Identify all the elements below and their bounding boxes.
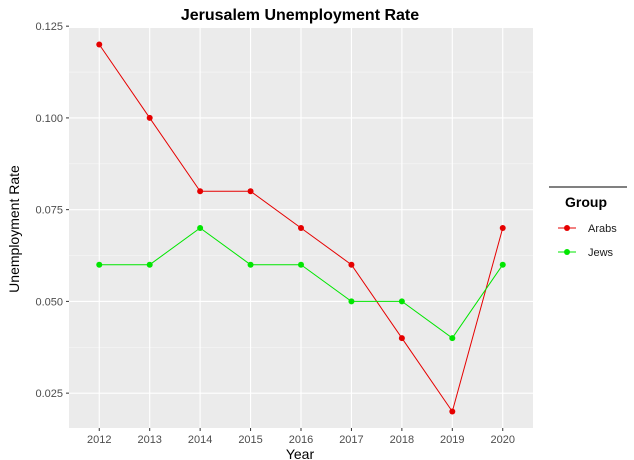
data-point-jews [499,261,506,268]
y-tick-label: 0.125 [35,21,63,33]
data-point-arabs [197,188,204,195]
legend: Group Arabs Jews [549,186,627,259]
data-point-arabs [96,41,103,48]
y-tick-label: 0.025 [35,388,63,400]
y-tick-label: 0.075 [35,205,63,217]
x-tick-label: 2014 [188,434,212,446]
x-tick-label: 2013 [137,434,161,446]
x-tick-label: 2016 [289,434,313,446]
x-axis-title: Year [286,446,315,460]
x-tick-label: 2020 [490,434,514,446]
x-tick-label: 2019 [440,434,464,446]
data-point-arabs [499,225,506,231]
data-point-jews [247,261,254,268]
series-layer [96,41,506,415]
legend-label-jews: Jews [588,247,614,259]
data-point-jews [298,261,304,268]
legend-label-arabs: Arabs [588,223,617,235]
x-tick-label: 2017 [339,434,363,446]
legend-title: Group [565,194,607,210]
major-gridlines [69,25,533,428]
data-point-jews [449,335,456,342]
y-tick-label: 0.100 [35,113,63,125]
data-point-arabs [298,225,304,231]
x-tick-label: 2012 [87,434,111,446]
data-point-jews [398,298,405,305]
data-point-jews [197,225,204,231]
y-axis: 0.025 0.050 0.075 0.100 0.125 [35,21,69,400]
x-tick-label: 2018 [390,434,414,446]
legend-items: Arabs Jews [558,223,617,259]
data-point-arabs [247,188,254,195]
data-point-arabs [146,114,153,121]
data-point-arabs [348,261,355,268]
y-tick-label: 0.050 [35,296,63,308]
x-axis: 2012 2013 2014 2015 2016 2017 2018 2019 2020 [87,428,515,446]
data-point-jews [348,298,355,305]
data-point-jews [96,261,103,268]
legend-key-point-arabs [564,225,570,231]
data-point-arabs [398,335,405,342]
x-tick-label: 2015 [238,434,262,446]
y-axis-title: Unemployment Rate [6,165,22,293]
chart-title: Jerusalem Unemployment Rate [181,7,419,24]
data-point-jews [146,261,153,268]
legend-key-point-jews [564,249,570,255]
data-point-arabs [449,408,456,415]
